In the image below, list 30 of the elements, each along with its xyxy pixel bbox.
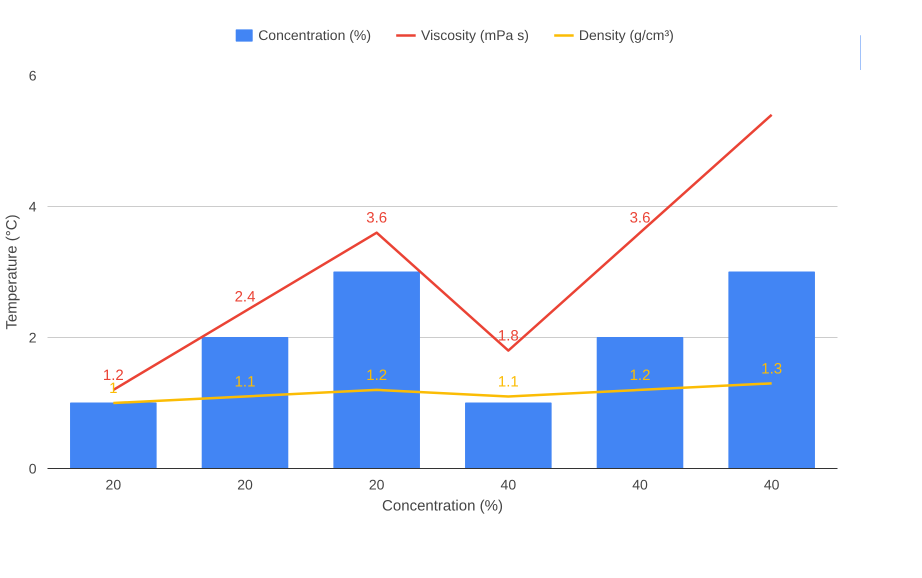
x-tick-label: 20 xyxy=(106,476,122,492)
bar xyxy=(70,402,157,468)
x-axis-title: Concentration (%) xyxy=(382,498,503,514)
x-tick-label: 40 xyxy=(500,476,516,492)
y-axis-title: Temperature (°C) xyxy=(4,214,21,330)
y-tick-label: 6 xyxy=(28,68,37,84)
bar xyxy=(728,272,815,468)
data-label: 3.6 xyxy=(630,210,650,227)
data-label: 1.1 xyxy=(234,373,256,390)
x-tick-label: 40 xyxy=(632,476,648,492)
x-tick-label: 20 xyxy=(237,476,253,492)
bar xyxy=(596,337,684,468)
data-label: 1.2 xyxy=(630,366,650,384)
y-tick-label: 2 xyxy=(28,330,37,346)
legend-label: Density (g/cm³) xyxy=(578,27,674,43)
data-label: 2.4 xyxy=(234,288,256,306)
y-tick-label: 0 xyxy=(28,460,37,476)
legend-label: Concentration (%) xyxy=(258,27,372,43)
bar xyxy=(465,402,552,468)
data-label: 3.6 xyxy=(366,210,388,227)
y-tick-label: 4 xyxy=(28,198,37,214)
bar xyxy=(333,272,420,468)
data-label: 1.2 xyxy=(366,366,388,384)
bar xyxy=(202,337,288,468)
x-tick-label: 40 xyxy=(764,476,780,492)
legend-label: Viscosity (mPa s) xyxy=(421,27,529,43)
x-tick-label: 20 xyxy=(368,476,385,492)
data-label: 1.3 xyxy=(761,360,782,378)
data-label: 1.8 xyxy=(498,328,519,345)
data-label: 1.1 xyxy=(498,373,519,390)
